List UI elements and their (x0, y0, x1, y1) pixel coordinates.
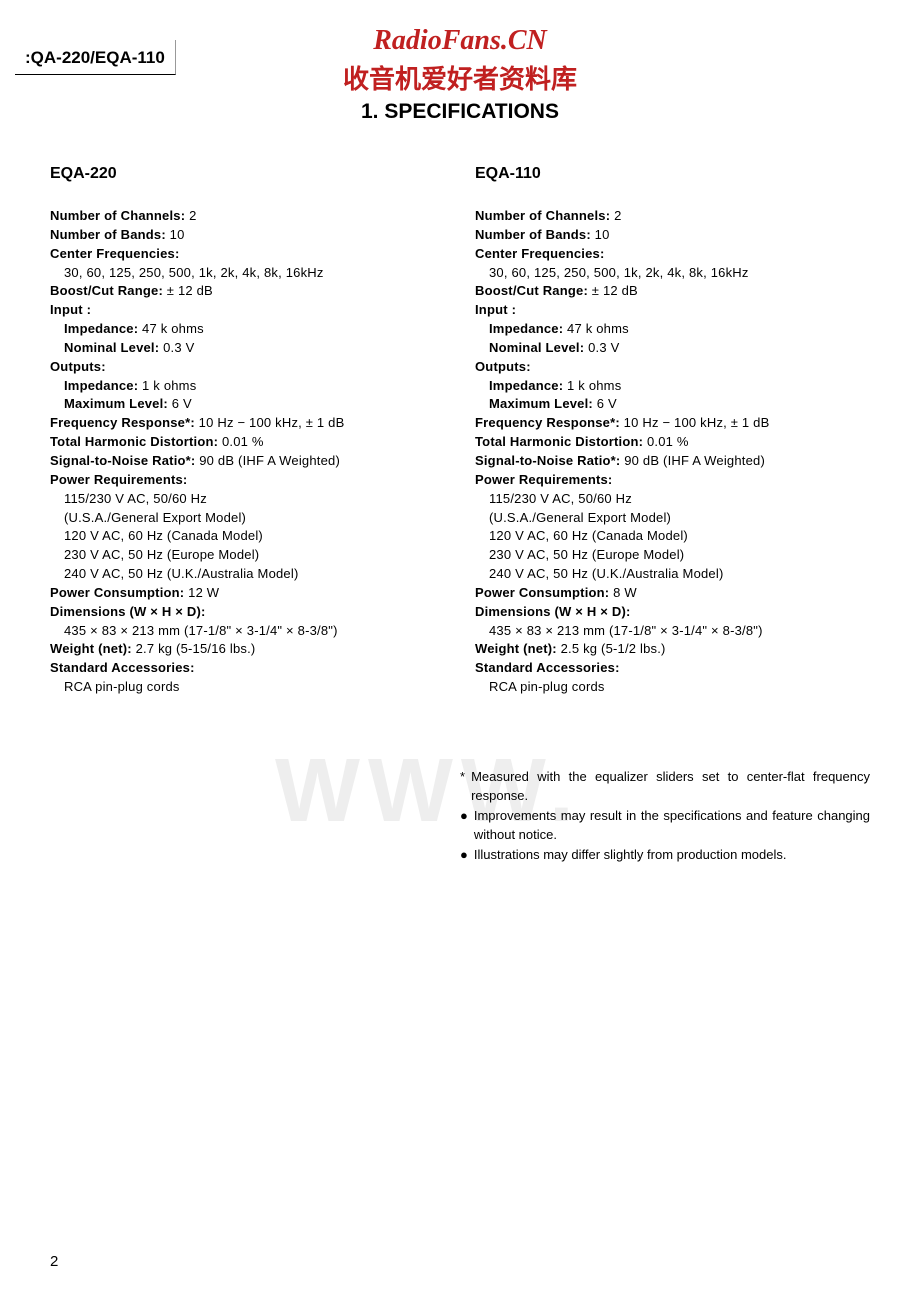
spec-input-nominal: Nominal Level: 0.3 V (64, 339, 445, 358)
spec-power-consumption: Power Consumption: 12 W (50, 584, 445, 603)
spec-boost: Boost/Cut Range: ± 12 dB (50, 282, 445, 301)
spec-center-freq-label: Center Frequencies: (50, 245, 445, 264)
spec-dimensions-value: 435 × 83 × 213 mm (17-1/8" × 3-1/4" × 8-… (489, 622, 870, 641)
page-number: 2 (50, 1253, 58, 1270)
spec-power-req-line: 230 V AC, 50 Hz (Europe Model) (489, 546, 870, 565)
footnotes: * Measured with the equalizer sliders set… (460, 767, 870, 865)
spec-power-req-label: Power Requirements: (475, 471, 870, 490)
spec-power-req-line: 230 V AC, 50 Hz (Europe Model) (64, 546, 445, 565)
spec-power-req-line: 240 V AC, 50 Hz (U.K./Australia Model) (64, 565, 445, 584)
spec-power-req-label: Power Requirements: (50, 471, 445, 490)
spec-input-impedance: Impedance: 47 k ohms (489, 320, 870, 339)
spec-accessories-label: Standard Accessories: (50, 659, 445, 678)
spec-columns: EQA-220Number of Channels: 2Number of Ba… (50, 165, 870, 697)
spec-boost: Boost/Cut Range: ± 12 dB (475, 282, 870, 301)
spec-thd: Total Harmonic Distortion: 0.01 % (50, 433, 445, 452)
spec-input-label: Input : (475, 301, 870, 320)
spec-output-impedance: Impedance: 1 k ohms (64, 377, 445, 396)
spec-accessories-value: RCA pin-plug cords (64, 678, 445, 697)
footnote-text: Improvements may result in the specifica… (474, 806, 870, 845)
spec-center-freq-label: Center Frequencies: (475, 245, 870, 264)
footnote-line: * Measured with the equalizer sliders set… (460, 767, 870, 806)
watermark-header: RadioFans.CN 收音机爱好者资料库 1. SPECIFICATIONS (343, 25, 577, 124)
spec-input-label: Input : (50, 301, 445, 320)
spec-column-eqa110: EQA-110 Number of Channels: 2Number of Ba… (475, 165, 870, 697)
spec-weight: Weight (net): 2.7 kg (5-15/16 lbs.) (50, 640, 445, 659)
spec-weight: Weight (net): 2.5 kg (5-1/2 lbs.) (475, 640, 870, 659)
model-heading: EQA-220 (50, 165, 445, 183)
spec-outputs-label: Outputs: (475, 358, 870, 377)
spec-channels: Number of Channels: 2 (50, 207, 445, 226)
footnote-line: ● Improvements may result in the specific… (460, 806, 870, 845)
spec-power-req-line: 115/230 V AC, 50/60 Hz (64, 490, 445, 509)
spec-power-consumption: Power Consumption: 8 W (475, 584, 870, 603)
spec-snr: Signal-to-Noise Ratio*: 90 dB (IHF A Wei… (475, 452, 870, 471)
spec-output-max: Maximum Level: 6 V (489, 395, 870, 414)
model-code-box: :QA-220/EQA-110 (15, 40, 176, 75)
spec-column-eqa220: EQA-220 Number of Channels: 2Number of Ba… (50, 165, 445, 697)
watermark-line1: RadioFans.CN (343, 25, 577, 57)
spec-power-req-line: 120 V AC, 60 Hz (Canada Model) (64, 527, 445, 546)
spec-power-req-line: (U.S.A./General Export Model) (64, 509, 445, 528)
spec-thd: Total Harmonic Distortion: 0.01 % (475, 433, 870, 452)
spec-bands: Number of Bands: 10 (50, 226, 445, 245)
footnote-bullet: ● (460, 845, 468, 865)
spec-freq-response: Frequency Response*: 10 Hz − 100 kHz, ± … (50, 414, 445, 433)
spec-center-freq-value: 30, 60, 125, 250, 500, 1k, 2k, 4k, 8k, 1… (64, 264, 445, 283)
spec-accessories-label: Standard Accessories: (475, 659, 870, 678)
spec-channels: Number of Channels: 2 (475, 207, 870, 226)
spec-output-impedance: Impedance: 1 k ohms (489, 377, 870, 396)
footnote-bullet: ● (460, 806, 468, 826)
spec-outputs-label: Outputs: (50, 358, 445, 377)
section-title: 1. SPECIFICATIONS (343, 100, 577, 124)
spec-power-req-line: 240 V AC, 50 Hz (U.K./Australia Model) (489, 565, 870, 584)
spec-dimensions-label: Dimensions (W × H × D): (475, 603, 870, 622)
spec-power-req-line: 115/230 V AC, 50/60 Hz (489, 490, 870, 509)
watermark-line2: 收音机爱好者资料库 (343, 59, 577, 96)
footnote-text: Measured with the equalizer sliders set … (471, 767, 870, 806)
header: :QA-220/EQA-110 RadioFans.CN 收音机爱好者资料库 1… (50, 30, 870, 110)
spec-snr: Signal-to-Noise Ratio*: 90 dB (IHF A Wei… (50, 452, 445, 471)
spec-accessories-value: RCA pin-plug cords (489, 678, 870, 697)
spec-dimensions-label: Dimensions (W × H × D): (50, 603, 445, 622)
spec-bands: Number of Bands: 10 (475, 226, 870, 245)
spec-center-freq-value: 30, 60, 125, 250, 500, 1k, 2k, 4k, 8k, 1… (489, 264, 870, 283)
spec-freq-response: Frequency Response*: 10 Hz − 100 kHz, ± … (475, 414, 870, 433)
model-heading: EQA-110 (475, 165, 870, 183)
spec-output-max: Maximum Level: 6 V (64, 395, 445, 414)
spec-dimensions-value: 435 × 83 × 213 mm (17-1/8" × 3-1/4" × 8-… (64, 622, 445, 641)
footnote-line: ● Illustrations may differ slightly from … (460, 845, 870, 865)
spec-input-impedance: Impedance: 47 k ohms (64, 320, 445, 339)
spec-power-req-line: 120 V AC, 60 Hz (Canada Model) (489, 527, 870, 546)
footnote-text: Illustrations may differ slightly from p… (474, 845, 870, 865)
spec-input-nominal: Nominal Level: 0.3 V (489, 339, 870, 358)
footnote-bullet: * (460, 767, 465, 787)
spec-power-req-line: (U.S.A./General Export Model) (489, 509, 870, 528)
